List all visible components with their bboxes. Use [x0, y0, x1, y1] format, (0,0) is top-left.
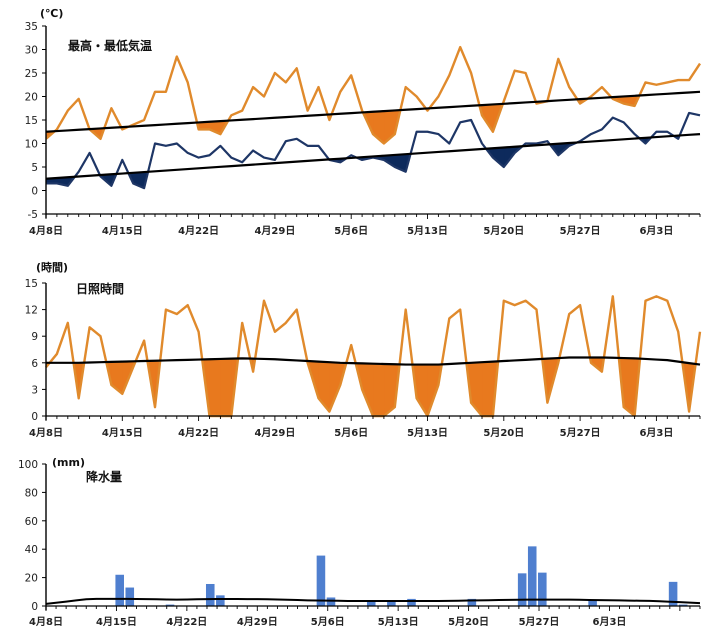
normal-precipitation-line	[45, 597, 701, 605]
below-normal-sunshine-fill	[220, 358, 232, 417]
y-tick-label: 0	[31, 411, 38, 423]
y-tick-label: 80	[25, 487, 38, 499]
precipitation-bar	[316, 555, 326, 606]
x-tick-label: 5月20日	[483, 225, 524, 237]
normal-high-line	[45, 90, 701, 133]
below-normal-sunshine-fill	[209, 358, 221, 417]
sunshine-chart-title: 日照時間	[76, 281, 124, 296]
precipitation-bar	[366, 601, 376, 606]
precipitation-bar	[326, 597, 336, 606]
x-tick-label: 5月13日	[407, 225, 448, 237]
x-tick-label: 4月8日	[29, 427, 63, 439]
y-tick-label: 60	[25, 516, 38, 528]
x-tick-label: 4月8日	[29, 225, 63, 237]
below-normal-sunshine-fill	[361, 363, 374, 417]
precipitation-bar	[125, 587, 135, 606]
y-tick-label: 25	[25, 68, 38, 80]
temperature-axes: -5 0 5 10 15 20 25 30 35 4月8日 4月15日 4月22日 4月29日 5月6日 5…	[25, 21, 701, 237]
precipitation-bar	[538, 572, 547, 606]
y-tick-label: 20	[25, 573, 38, 585]
precipitation-chart-title: 降水量	[86, 469, 122, 484]
y-tick-label: 35	[25, 21, 38, 33]
x-tick-label: 5月6日	[334, 225, 368, 237]
x-tick-label: 4月22日	[178, 427, 219, 439]
x-tick-label: 4月29日	[237, 616, 278, 628]
sunshine-anomaly-fills	[45, 357, 696, 418]
y-tick-label: 0	[31, 186, 38, 198]
y-tick-label: 100	[18, 459, 38, 471]
normal-sunshine-line	[46, 356, 701, 366]
x-tick-label: 4月8日	[29, 616, 63, 628]
precipitation-normal-line	[45, 597, 701, 605]
x-tick-label: 5月6日	[334, 427, 368, 439]
y-tick-label: -5	[28, 209, 38, 221]
y-tick-label: 3	[31, 384, 38, 396]
precipitation-bar	[205, 583, 215, 606]
x-tick-label: 5月27日	[560, 225, 601, 237]
x-tick-label: 6月3日	[639, 427, 673, 439]
temperature-unit-label: (℃)	[40, 7, 63, 20]
x-tick-label: 4月29日	[254, 225, 295, 237]
below-normal-sunshine-fill	[481, 361, 494, 417]
x-tick-label: 4月15日	[102, 225, 143, 237]
precipitation-axes: 0 20 40 60 80 100 4月8日 4月15日 4月22日 4月29日 5月6日 5月13日…	[18, 459, 701, 628]
precipitation-bar	[517, 573, 527, 606]
temperature-chart: (℃) 最高・最低気温 -5 0 5 10 15 20 25 30 35 4月8日 4月15日 4月2…	[25, 7, 702, 237]
x-tick-label: 4月15日	[102, 427, 143, 439]
precipitation-bar	[216, 595, 225, 606]
y-tick-label: 6	[31, 358, 38, 370]
y-tick-label: 20	[25, 92, 38, 104]
temperature-chart-title: 最高・最低気温	[68, 38, 152, 53]
precipitation-bar	[588, 600, 597, 606]
sunshine-chart: (時間) 日照時間 0 3 6 9 12 15 4月8日 4月15日 4月22日 4月29日 5月6…	[25, 260, 702, 439]
temperature-lines	[45, 45, 702, 190]
below-normal-sunshine-fill	[372, 363, 385, 417]
y-tick-label: 15	[25, 115, 38, 127]
daily-high-line	[45, 45, 702, 145]
x-tick-label: 5月20日	[448, 616, 489, 628]
precipitation-bar	[115, 574, 124, 606]
precipitation-bar	[678, 604, 688, 606]
y-tick-label: 10	[25, 139, 38, 151]
x-tick-label: 6月3日	[592, 616, 626, 628]
y-tick-label: 15	[25, 278, 38, 290]
x-tick-label: 4月22日	[166, 616, 207, 628]
y-tick-label: 12	[25, 305, 38, 317]
y-tick-label: 9	[31, 331, 38, 343]
precipitation-unit-label: (mm)	[52, 456, 85, 469]
precipitation-chart: (mm) 降水量 0 20 40 60 80 100 4月8日 4月15日 4月22日 4月29日…	[18, 456, 701, 628]
precipitation-bars	[115, 546, 688, 606]
x-tick-label: 5月13日	[407, 427, 448, 439]
x-tick-label: 5月6日	[311, 616, 345, 628]
x-tick-label: 5月20日	[483, 427, 524, 439]
x-tick-label: 6月3日	[639, 225, 673, 237]
precipitation-bar	[165, 604, 175, 606]
sunshine-unit-label: (時間)	[36, 260, 68, 274]
precipitation-bar	[668, 581, 678, 606]
x-tick-label: 5月27日	[560, 427, 601, 439]
daily-low-line	[46, 111, 701, 190]
x-tick-label: 4月29日	[254, 427, 295, 439]
precipitation-bar	[467, 598, 477, 606]
x-tick-label: 4月15日	[96, 616, 137, 628]
normal-low-line	[45, 133, 701, 180]
y-tick-label: 40	[25, 544, 38, 556]
below-normal-low-fill	[492, 147, 505, 168]
precipitation-bar	[407, 598, 416, 606]
sunshine-axes: 0 3 6 9 12 15 4月8日 4月15日 4月22日 4月29日 5月6日 5月13日 5月20…	[25, 278, 701, 439]
x-tick-label: 4月22日	[178, 225, 219, 237]
precipitation-bar	[387, 601, 396, 606]
precipitation-bar	[527, 546, 537, 606]
y-tick-label: 5	[31, 162, 38, 174]
x-tick-label: 5月27日	[519, 616, 560, 628]
y-tick-label: 0	[31, 601, 38, 613]
y-tick-label: 30	[25, 45, 38, 57]
x-tick-label: 5月13日	[378, 616, 419, 628]
